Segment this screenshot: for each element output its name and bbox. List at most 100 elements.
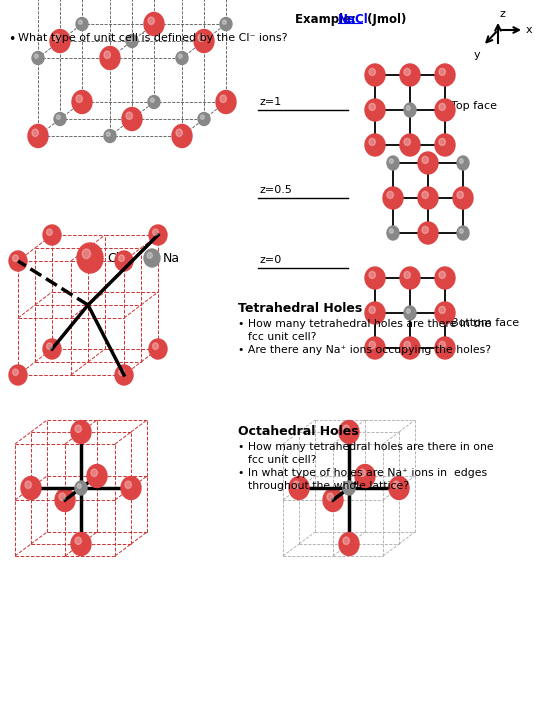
Text: • How many tetrahedral holes are there in one: • How many tetrahedral holes are there i…: [238, 442, 494, 452]
Ellipse shape: [435, 267, 455, 289]
Ellipse shape: [153, 343, 158, 349]
Text: • In what type of holes are Na⁺ ions in  edges: • In what type of holes are Na⁺ ions in …: [238, 468, 487, 478]
Ellipse shape: [46, 229, 52, 235]
Ellipse shape: [119, 369, 124, 375]
Text: • How many tetrahedral holes are there in the: • How many tetrahedral holes are there i…: [238, 319, 491, 329]
Text: Example:: Example:: [295, 13, 360, 26]
Ellipse shape: [343, 425, 349, 433]
Ellipse shape: [422, 156, 428, 163]
Ellipse shape: [222, 20, 226, 24]
Ellipse shape: [435, 337, 455, 359]
Ellipse shape: [439, 341, 446, 348]
Ellipse shape: [71, 420, 91, 444]
Ellipse shape: [198, 112, 210, 125]
Ellipse shape: [365, 302, 385, 324]
Ellipse shape: [404, 341, 410, 348]
Ellipse shape: [100, 47, 120, 70]
Ellipse shape: [12, 369, 18, 375]
Ellipse shape: [82, 249, 91, 258]
Ellipse shape: [35, 54, 38, 58]
Ellipse shape: [150, 98, 154, 102]
Ellipse shape: [418, 187, 438, 209]
Ellipse shape: [439, 68, 446, 76]
Text: z=1: z=1: [260, 97, 282, 107]
Ellipse shape: [404, 306, 416, 320]
Ellipse shape: [91, 469, 97, 477]
Ellipse shape: [32, 129, 38, 137]
Ellipse shape: [343, 537, 349, 544]
Ellipse shape: [439, 271, 446, 279]
Ellipse shape: [435, 64, 455, 86]
Ellipse shape: [153, 229, 158, 235]
Ellipse shape: [149, 339, 167, 359]
Ellipse shape: [220, 17, 232, 30]
Ellipse shape: [200, 115, 204, 120]
Ellipse shape: [389, 229, 393, 233]
Ellipse shape: [106, 132, 110, 136]
Ellipse shape: [78, 20, 82, 24]
Ellipse shape: [76, 95, 83, 102]
Text: Octahedral Holes: Octahedral Holes: [238, 425, 359, 438]
Ellipse shape: [327, 493, 334, 500]
Text: Top face: Top face: [451, 101, 497, 111]
Ellipse shape: [43, 339, 61, 359]
Ellipse shape: [149, 225, 167, 245]
Ellipse shape: [435, 134, 455, 156]
Ellipse shape: [393, 481, 400, 488]
Ellipse shape: [9, 365, 27, 385]
Ellipse shape: [404, 138, 410, 145]
Ellipse shape: [439, 138, 446, 145]
Ellipse shape: [435, 302, 455, 324]
Ellipse shape: [369, 341, 375, 348]
Text: throughout the whole lattice?: throughout the whole lattice?: [248, 481, 409, 491]
Ellipse shape: [148, 96, 160, 109]
Ellipse shape: [194, 30, 214, 53]
Ellipse shape: [176, 52, 188, 65]
Ellipse shape: [148, 17, 154, 24]
Text: • Are there any Na⁺ ions occupying the holes?: • Are there any Na⁺ ions occupying the h…: [238, 345, 491, 355]
Ellipse shape: [43, 225, 61, 245]
Ellipse shape: [400, 64, 420, 86]
Ellipse shape: [172, 125, 192, 148]
Ellipse shape: [198, 34, 205, 42]
Ellipse shape: [460, 229, 463, 233]
Ellipse shape: [453, 187, 473, 209]
Ellipse shape: [77, 243, 103, 273]
Ellipse shape: [126, 112, 132, 120]
Ellipse shape: [54, 34, 60, 42]
Ellipse shape: [387, 192, 394, 199]
Text: What type of unit cell is defined by the Cl⁻ ions?: What type of unit cell is defined by the…: [18, 33, 287, 43]
Ellipse shape: [75, 481, 87, 495]
Ellipse shape: [365, 337, 385, 359]
Text: x: x: [526, 25, 532, 35]
Ellipse shape: [369, 271, 375, 279]
Ellipse shape: [122, 107, 142, 130]
Text: Na: Na: [163, 251, 180, 264]
Ellipse shape: [32, 52, 44, 65]
Ellipse shape: [369, 68, 375, 76]
Ellipse shape: [418, 152, 438, 174]
Text: Bottom face: Bottom face: [451, 318, 519, 328]
Ellipse shape: [457, 192, 463, 199]
Ellipse shape: [369, 138, 375, 145]
Text: fcc unit cell?: fcc unit cell?: [248, 332, 316, 342]
Text: z=0.5: z=0.5: [260, 185, 293, 195]
Ellipse shape: [72, 91, 92, 114]
Ellipse shape: [71, 533, 91, 556]
Ellipse shape: [339, 533, 359, 556]
Ellipse shape: [404, 271, 410, 279]
Ellipse shape: [387, 226, 399, 240]
Ellipse shape: [457, 226, 469, 240]
Ellipse shape: [220, 95, 226, 102]
Ellipse shape: [369, 306, 375, 313]
Ellipse shape: [87, 464, 107, 487]
Ellipse shape: [323, 488, 343, 511]
Ellipse shape: [25, 481, 31, 488]
Ellipse shape: [365, 267, 385, 289]
Ellipse shape: [9, 251, 27, 271]
Ellipse shape: [457, 156, 469, 170]
Ellipse shape: [404, 103, 416, 117]
Ellipse shape: [346, 484, 349, 488]
Ellipse shape: [178, 54, 183, 58]
Ellipse shape: [55, 488, 75, 511]
